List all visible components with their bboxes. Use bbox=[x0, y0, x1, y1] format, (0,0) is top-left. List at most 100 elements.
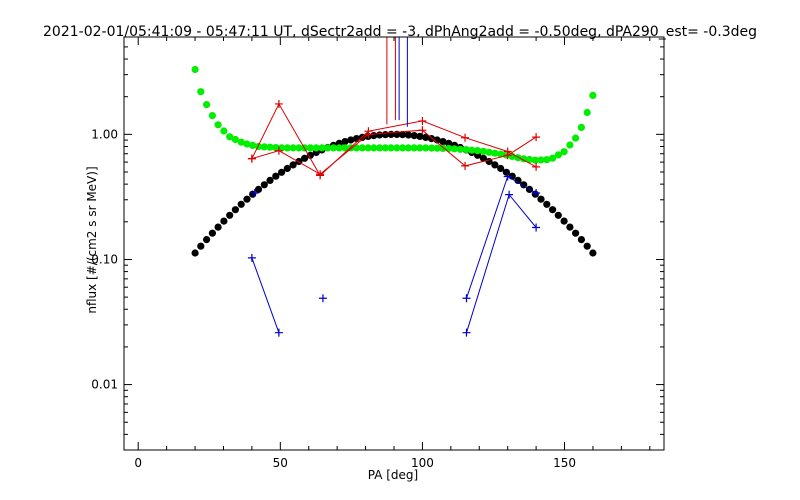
series-0-dot bbox=[203, 236, 211, 244]
series-1-dot bbox=[549, 154, 557, 162]
series-1-dot bbox=[226, 133, 234, 141]
series-2-point bbox=[461, 133, 470, 142]
series-2-point bbox=[418, 126, 427, 135]
y-tick-label: 1.00 bbox=[91, 127, 118, 141]
y-axis-label: nflux [#/(cm2 s sr MeV)] bbox=[85, 166, 99, 313]
series-1-dot bbox=[410, 144, 418, 152]
series-1-dot bbox=[456, 145, 464, 153]
series-0-dot bbox=[549, 206, 557, 214]
series-0-dot bbox=[243, 195, 251, 203]
series-3-point bbox=[318, 294, 327, 303]
series-0-dot bbox=[191, 249, 199, 257]
series-0-dot bbox=[306, 151, 314, 159]
series-1-dot bbox=[283, 144, 291, 152]
series-1-dot bbox=[197, 88, 205, 96]
series-0-dot bbox=[491, 161, 499, 169]
series-1-dot bbox=[278, 144, 286, 152]
plot-area bbox=[191, 37, 597, 337]
series-0-dot bbox=[572, 229, 580, 237]
series-1-dot bbox=[560, 148, 568, 156]
series-1-dot bbox=[237, 138, 245, 146]
series-0-dot bbox=[537, 195, 545, 203]
series-3-point bbox=[532, 188, 541, 197]
axes: 0 50 100 150 0.01 0.10 1.00 bbox=[91, 36, 665, 470]
series-1-dot bbox=[358, 144, 366, 152]
chart-title: 2021-02-01/05:41:09 - 05:47:11 UT, dSect… bbox=[43, 24, 757, 40]
series-1-dot bbox=[427, 144, 436, 152]
y-tick-label: 0.01 bbox=[91, 378, 118, 392]
series-0-dot bbox=[283, 164, 291, 173]
series-0-dot bbox=[197, 242, 205, 250]
series-0-dot bbox=[583, 242, 591, 250]
series-1-dot bbox=[433, 144, 441, 152]
series-0-dot bbox=[531, 190, 539, 198]
series-1-dot bbox=[266, 143, 274, 151]
x-tick-label: 50 bbox=[273, 456, 288, 470]
series-1-dot bbox=[220, 127, 228, 135]
series-0-dot bbox=[445, 139, 453, 147]
series-1-dot bbox=[462, 146, 470, 154]
series-3-point bbox=[247, 253, 256, 262]
series-1-dot bbox=[289, 144, 297, 152]
series-0-dot bbox=[439, 138, 447, 146]
series-1-dot bbox=[399, 144, 407, 152]
series-1-dot bbox=[531, 156, 539, 164]
series-1-dot bbox=[491, 149, 499, 157]
series-1-dot bbox=[404, 144, 412, 152]
series-0-dot bbox=[410, 132, 418, 140]
series-1-dot bbox=[191, 65, 199, 74]
series-0-dot bbox=[399, 131, 407, 139]
x-axis-label: PA [deg] bbox=[368, 468, 418, 482]
series-3-line-0 bbox=[251, 257, 280, 333]
series-0-dot bbox=[289, 161, 297, 169]
series-0-dot bbox=[404, 131, 412, 139]
series-0-dot bbox=[422, 133, 430, 141]
series-0-dot bbox=[254, 185, 263, 193]
series-3-point bbox=[462, 328, 471, 337]
series-3-point bbox=[503, 172, 512, 181]
series-2-line-1 bbox=[251, 129, 537, 175]
series-0-dot bbox=[226, 211, 234, 219]
x-tick-label: 100 bbox=[411, 456, 434, 470]
series-2-point bbox=[274, 99, 283, 108]
series-2-point bbox=[532, 133, 541, 142]
series-1-dot bbox=[231, 135, 239, 144]
series-1-dot bbox=[468, 146, 476, 154]
series-1-dot bbox=[214, 121, 222, 129]
series-0-dot bbox=[566, 223, 574, 231]
series-0-dot bbox=[514, 176, 522, 184]
series-0-dot bbox=[260, 181, 268, 189]
series-0-dot bbox=[220, 217, 228, 225]
series-1-dot bbox=[589, 91, 597, 99]
series-1-dot bbox=[364, 144, 372, 152]
series-1-dot bbox=[497, 150, 505, 158]
series-1-dot bbox=[450, 145, 459, 153]
series-0-dot bbox=[237, 200, 245, 208]
series-1-dot bbox=[341, 144, 349, 152]
series-1-dot bbox=[249, 141, 257, 149]
series-0-dot bbox=[497, 164, 505, 173]
series-0-dot bbox=[589, 249, 597, 257]
series-1-dot bbox=[329, 144, 338, 152]
series-1-dot bbox=[324, 144, 332, 152]
series-1-dot bbox=[422, 144, 430, 152]
series-1-dot bbox=[295, 144, 303, 152]
x-tick-label: 150 bbox=[553, 456, 576, 470]
x-tick-label: 0 bbox=[134, 456, 142, 470]
series-3-point bbox=[250, 188, 259, 197]
series-2-point bbox=[503, 151, 512, 160]
series-1-dot bbox=[474, 147, 482, 155]
series-0-dot bbox=[231, 206, 239, 214]
series-0-dot bbox=[278, 168, 286, 176]
series-0-dot bbox=[543, 200, 551, 208]
series-1-dot bbox=[577, 123, 586, 131]
series-1-dot bbox=[543, 156, 551, 164]
series-1-dot bbox=[376, 144, 384, 152]
series-3-point bbox=[462, 294, 471, 303]
series-0-dot bbox=[347, 136, 355, 144]
series-1-dot bbox=[312, 144, 320, 152]
series-0-dot bbox=[301, 154, 309, 162]
series-1-dot bbox=[583, 108, 591, 117]
